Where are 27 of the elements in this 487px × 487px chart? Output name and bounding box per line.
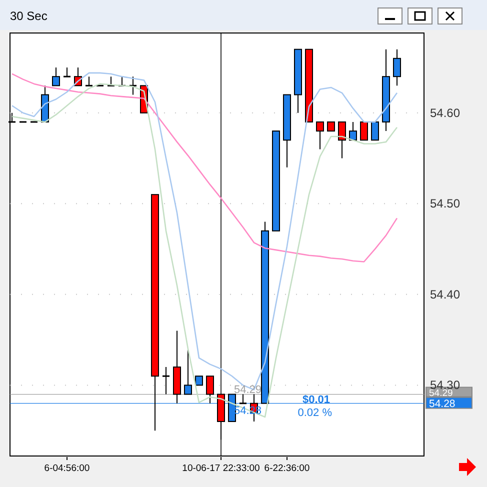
candlestick: [349, 121, 357, 141]
line-series: [11, 73, 398, 262]
candlestick: [338, 121, 346, 159]
y-tick-label: 54.40: [430, 287, 460, 302]
candlestick: [162, 366, 170, 395]
candlestick: [52, 66, 60, 86]
candlestick: [316, 121, 324, 150]
candlestick: [184, 348, 192, 395]
candlestick: [238, 394, 248, 404]
annotation: 54.29: [234, 384, 262, 396]
y-tick-label: 54.60: [430, 106, 460, 120]
ref-line-label: 54.28: [429, 398, 456, 410]
annotation: $0.01: [302, 394, 330, 406]
candlestick: [360, 121, 368, 141]
annotation: 0.02 %: [298, 407, 332, 419]
x-tick-label: 6-22:36:00: [264, 463, 310, 474]
candlestick: [84, 76, 94, 86]
candlestick: [393, 48, 401, 86]
candlestick: [371, 121, 379, 141]
candlestick: [62, 66, 72, 78]
candlestick: [327, 121, 335, 132]
candlestick: [206, 376, 214, 404]
chart-title: 30 Sec: [10, 9, 48, 23]
x-tick-label: 6-04:56:00: [44, 463, 90, 474]
candlestick: [195, 376, 203, 386]
x-tick-label: 10-06-17 22:33:00: [182, 463, 260, 474]
y-tick-label: 54.50: [430, 196, 460, 211]
